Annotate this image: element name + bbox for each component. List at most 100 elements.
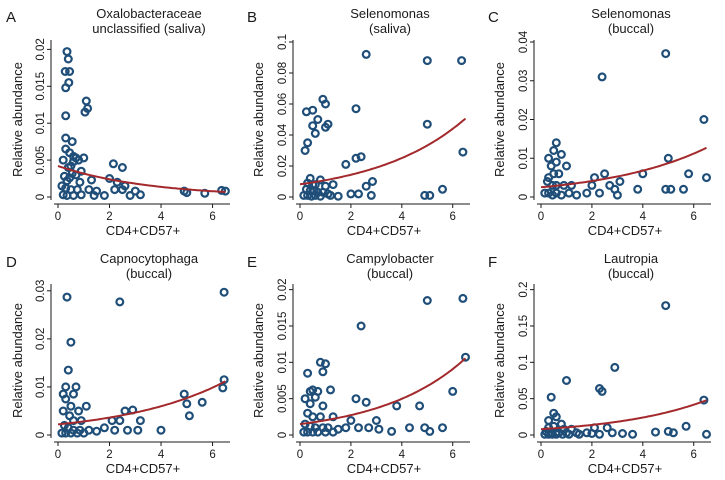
data-point-f-17 xyxy=(602,423,612,433)
data-point-b-1 xyxy=(422,56,432,66)
data-point-c-35 xyxy=(564,188,574,198)
data-point-a-52 xyxy=(76,190,86,200)
x-tick-label-a-0: 0 xyxy=(55,211,61,223)
panel-letter-e: E xyxy=(247,254,257,271)
data-point-a-42 xyxy=(117,185,127,195)
y-tick-label-d-0: 0 xyxy=(35,432,47,438)
data-point-e-17 xyxy=(361,397,371,407)
x-tick-label-c-6: 6 xyxy=(691,211,697,223)
panel-title-f-line-1: Lautropia xyxy=(604,251,659,266)
fit-line-f xyxy=(540,399,707,431)
x-tick-label-b-0: 0 xyxy=(297,211,303,223)
data-point-c-25 xyxy=(587,180,597,190)
data-point-d-12 xyxy=(74,406,84,416)
x-tick-label-d-4: 4 xyxy=(158,449,165,461)
data-point-e-44 xyxy=(308,427,318,437)
data-point-a-56 xyxy=(135,190,145,200)
data-point-b-9 xyxy=(308,121,318,131)
data-point-d-11 xyxy=(81,401,91,411)
data-point-d-10 xyxy=(66,401,76,411)
y-tick-label-a-0: 0 xyxy=(35,194,47,200)
x-tick-label-f-0: 0 xyxy=(538,449,544,461)
data-point-d-25 xyxy=(197,397,207,407)
data-point-a-9 xyxy=(80,107,90,117)
y-tick-label-a-3: 0.015 xyxy=(35,72,47,101)
data-point-f-37 xyxy=(574,429,584,439)
data-point-b-47 xyxy=(438,184,448,194)
data-point-c-12 xyxy=(554,169,564,179)
data-point-b-15 xyxy=(300,146,310,156)
y-axis-label-a: Relative abundance xyxy=(10,62,25,177)
x-tick-label-e-2: 2 xyxy=(348,449,354,461)
data-point-c-5 xyxy=(544,153,554,163)
data-point-d-35 xyxy=(110,425,120,435)
data-point-f-25 xyxy=(587,429,597,439)
fit-line-d xyxy=(57,380,226,426)
y-tick-label-c-3: 0.03 xyxy=(518,70,530,92)
data-point-e-45 xyxy=(313,427,323,437)
data-point-d-0 xyxy=(62,292,72,302)
data-point-d-36 xyxy=(122,425,132,435)
data-point-b-26 xyxy=(328,180,338,190)
data-point-a-28 xyxy=(86,175,96,185)
y-tick-label-d-1: 0.01 xyxy=(35,376,47,398)
y-tick-label-b-4: 0.08 xyxy=(277,62,289,84)
data-point-f-7 xyxy=(681,421,691,431)
panel-title-b-line-1: Selenomonas xyxy=(350,6,430,21)
data-point-d-33 xyxy=(92,426,102,436)
x-tick-label-b-2: 2 xyxy=(348,211,354,223)
data-point-d-3 xyxy=(66,337,76,347)
data-point-b-44 xyxy=(366,190,376,200)
panel-letter-a: A xyxy=(6,9,16,26)
y-tick-label-c-0: 0 xyxy=(518,194,530,200)
data-point-e-36 xyxy=(374,424,384,434)
data-point-c-14 xyxy=(600,169,610,179)
data-point-a-51 xyxy=(68,191,78,201)
data-point-e-22 xyxy=(308,412,318,422)
y-tick-label-f-3: 0.15 xyxy=(518,315,530,337)
panel-title-a-line-2: unclassified (saliva) xyxy=(92,21,205,36)
data-point-e-25 xyxy=(346,416,356,426)
data-point-d-38 xyxy=(156,425,166,435)
data-point-e-6 xyxy=(318,367,328,377)
y-axis-label-f: Relative abundance xyxy=(492,303,507,418)
data-point-f-30 xyxy=(668,428,678,438)
panel-e: E Campylobacter(buccal) 0 2 4 6 0 0.005 0.01 0.01… xyxy=(247,251,471,476)
x-axis-label-b: CD4+CD57+ xyxy=(347,223,421,238)
x-tick-label-d-2: 2 xyxy=(106,449,112,461)
x-tick-label-f-6: 6 xyxy=(691,449,697,461)
data-point-a-7 xyxy=(81,96,91,106)
data-point-c-9 xyxy=(561,161,571,171)
data-point-f-2 xyxy=(561,376,571,386)
data-point-e-14 xyxy=(351,394,361,404)
data-point-b-7 xyxy=(313,114,323,124)
x-tick-label-f-2: 2 xyxy=(589,449,595,461)
data-point-d-5 xyxy=(61,382,71,392)
data-point-e-37 xyxy=(387,426,397,436)
data-point-e-7 xyxy=(303,368,313,378)
data-point-b-39 xyxy=(315,191,325,201)
panel-title-f-line-2: (buccal) xyxy=(608,266,654,281)
data-point-c-41 xyxy=(666,184,676,194)
data-point-b-16 xyxy=(458,147,468,157)
data-point-f-6 xyxy=(699,395,709,405)
y-tick-label-f-1: 0.05 xyxy=(518,387,530,409)
data-point-e-35 xyxy=(364,423,374,433)
data-point-c-28 xyxy=(633,184,643,194)
data-point-a-5 xyxy=(61,83,71,93)
data-point-d-4 xyxy=(63,365,73,375)
x-tick-label-e-0: 0 xyxy=(297,449,303,461)
x-tick-label-b-6: 6 xyxy=(450,211,456,223)
y-tick-label-b-2: 0.04 xyxy=(277,123,289,146)
data-point-e-38 xyxy=(405,423,415,433)
data-point-d-34 xyxy=(99,423,109,433)
data-point-e-47 xyxy=(328,427,338,437)
y-tick-label-e-2: 0.01 xyxy=(277,351,289,373)
data-point-a-6 xyxy=(61,111,71,121)
y-tick-label-e-1: 0.005 xyxy=(277,384,289,413)
x-tick-label-f-4: 4 xyxy=(640,449,647,461)
x-tick-label-d-0: 0 xyxy=(55,449,61,461)
y-tick-label-b-3: 0.06 xyxy=(277,93,289,115)
data-point-d-20 xyxy=(115,416,125,426)
panel-title-e-line-1: Campylobacter xyxy=(346,251,434,266)
